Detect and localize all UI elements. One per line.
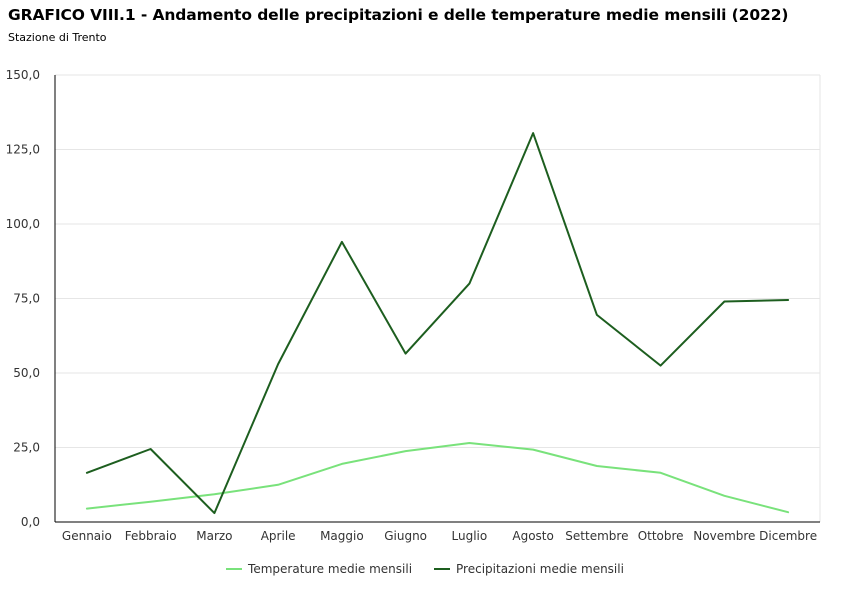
x-tick-label: Maggio	[320, 529, 364, 543]
x-tick-label: Dicembre	[759, 529, 817, 543]
y-tick-label: 100,0	[6, 217, 40, 231]
x-tick-label: Settembre	[565, 529, 628, 543]
x-tick-label: Novembre	[693, 529, 755, 543]
gridlines	[55, 74, 821, 522]
legend-label: Temperature medie mensili	[248, 562, 413, 576]
x-tick-label: Giugno	[384, 529, 427, 543]
y-tick-label: 150,0	[6, 68, 40, 82]
y-tick-label: 125,0	[6, 143, 40, 157]
chart-subtitle: Stazione di Trento	[8, 31, 107, 44]
y-axis-ticks: 0,0 25,0 50,0 75,0 100,0 125,0 150,0	[6, 68, 40, 529]
legend-item-1: Temperature medie mensili	[226, 562, 412, 576]
x-tick-label: Febbraio	[125, 529, 177, 543]
legend-swatch	[226, 568, 243, 570]
line-chart: 0,0 25,0 50,0 75,0 100,0 125,0 150,0 Gennaio Fe…	[6, 68, 821, 543]
series-line-2	[85, 132, 790, 515]
y-tick-label: 50,0	[13, 366, 40, 380]
series-line-1	[85, 442, 790, 514]
chart-title: GRAFICO VIII.1 - Andamento delle precipi…	[8, 6, 789, 24]
series-lines	[85, 132, 790, 515]
y-tick-label: 0,0	[21, 515, 40, 529]
legend: Temperature medie mensili Precipitazioni …	[0, 562, 850, 576]
x-tick-label: Aprile	[261, 529, 296, 543]
x-tick-label: Marzo	[196, 529, 232, 543]
x-tick-label: Ottobre	[638, 529, 684, 543]
x-tick-label: Agosto	[512, 529, 553, 543]
legend-label: Precipitazioni medie mensili	[456, 562, 624, 576]
legend-item-2: Precipitazioni medie mensili	[434, 562, 624, 576]
x-axis-ticks: Gennaio Febbraio Marzo Aprile Maggio Giugno Lu…	[62, 529, 817, 543]
y-tick-label: 75,0	[13, 292, 40, 306]
x-tick-label: Gennaio	[62, 529, 112, 543]
legend-swatch	[434, 568, 451, 570]
y-tick-label: 25,0	[13, 441, 40, 455]
axes	[54, 75, 820, 523]
x-tick-label: Luglio	[452, 529, 488, 543]
